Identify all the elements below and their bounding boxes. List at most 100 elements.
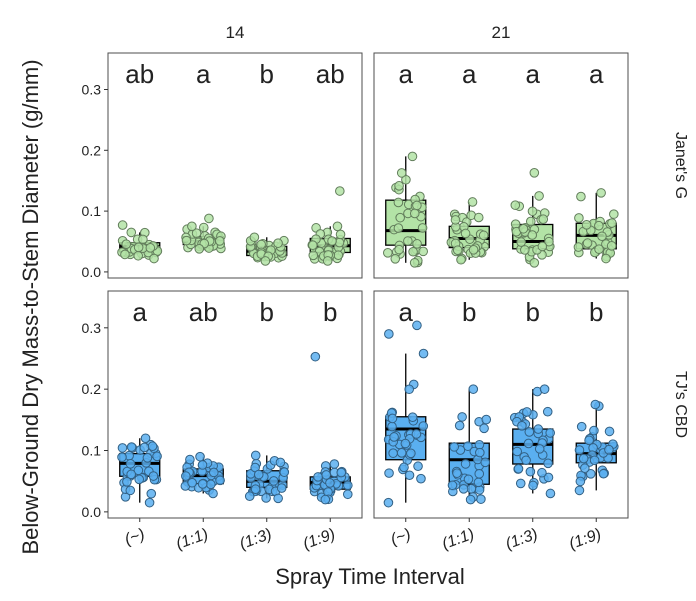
y-axis-label: Below-Ground Dry Mass-to-Stem Diameter (… [18, 59, 43, 554]
data-point [574, 213, 584, 223]
data-point [260, 256, 271, 266]
data-point [335, 186, 345, 196]
data-point [528, 480, 538, 491]
data-point [574, 445, 585, 455]
data-point [465, 494, 476, 505]
significance-letter: ab [189, 297, 218, 327]
data-point [529, 167, 540, 178]
data-point [336, 467, 347, 478]
data-point [384, 329, 394, 339]
data-point [343, 480, 353, 491]
data-point [478, 230, 489, 241]
data-point [450, 215, 461, 225]
data-point [198, 222, 209, 233]
data-point [308, 240, 318, 251]
data-point [187, 221, 197, 232]
data-point [590, 399, 601, 410]
data-point [250, 484, 261, 494]
data-point [276, 483, 287, 493]
data-point [480, 457, 491, 468]
data-point [539, 384, 550, 394]
data-point [543, 472, 554, 483]
data-point [134, 474, 144, 485]
data-point [474, 469, 485, 479]
facet-row-label: Janet's G [672, 132, 689, 199]
significance-letter: b [323, 297, 337, 327]
data-point [185, 454, 195, 465]
data-point [468, 384, 479, 394]
x-tick-label: (1:3) [237, 526, 274, 553]
y-tick-label: 0.0 [82, 264, 102, 280]
data-point [268, 476, 279, 486]
y-tick-label: 0.2 [82, 381, 102, 397]
data-point [447, 480, 458, 491]
data-point [253, 469, 264, 480]
panel: 0.0 0.1 0.2 0.3 (~) (1:1) (1:3) (1:9) a ab b b [82, 290, 363, 553]
data-point [390, 253, 401, 264]
y-tick-label: 0.0 [82, 504, 102, 520]
data-point [120, 249, 130, 260]
significance-letter: a [399, 59, 414, 89]
data-point [409, 208, 420, 219]
data-point [383, 248, 393, 258]
data-point [387, 421, 397, 432]
data-point [117, 220, 128, 230]
data-point [122, 477, 132, 487]
data-point [126, 227, 137, 238]
data-point [578, 453, 589, 464]
data-point [417, 223, 428, 233]
data-point [208, 488, 218, 499]
data-point [140, 433, 151, 444]
data-point [513, 463, 524, 474]
data-point [342, 489, 353, 500]
data-point [467, 197, 478, 207]
data-point [206, 479, 216, 490]
x-tick-label: (~) [389, 526, 414, 549]
data-point [133, 242, 144, 253]
facet-col-label: 21 [492, 23, 511, 42]
data-point [520, 245, 530, 255]
y-tick-label: 0.1 [82, 203, 102, 219]
data-point [412, 239, 422, 249]
data-point [538, 214, 549, 225]
data-point [308, 250, 319, 261]
facet-row-label-group: Janet's G [672, 132, 689, 199]
data-point [473, 477, 484, 488]
data-point [138, 234, 148, 245]
x-axis-label: Spray Time Interval [275, 564, 465, 589]
data-point [529, 257, 540, 268]
data-point [418, 246, 428, 257]
data-point [146, 488, 157, 499]
data-point [418, 421, 429, 431]
data-point [396, 168, 407, 178]
significance-letter: a [462, 59, 477, 89]
data-point [389, 432, 399, 442]
data-point [393, 223, 404, 233]
data-point [601, 253, 611, 264]
data-point [204, 213, 214, 224]
panel: (~) (1:1) (1:3) (1:9) a b b b [373, 290, 629, 553]
data-point [250, 450, 261, 461]
data-point [117, 452, 127, 462]
data-point [335, 229, 346, 240]
data-point [456, 254, 466, 265]
significance-letter: b [462, 297, 476, 327]
data-point [406, 448, 416, 459]
data-point [589, 425, 599, 436]
data-point [149, 253, 159, 264]
facet-col-label: 14 [226, 23, 245, 42]
data-point [121, 239, 132, 250]
data-point [575, 476, 586, 487]
data-point [452, 468, 462, 478]
data-point [523, 438, 534, 449]
data-point [126, 442, 137, 452]
data-point [191, 228, 202, 239]
data-point [537, 241, 548, 252]
data-point [525, 466, 536, 477]
data-point [388, 448, 398, 458]
x-tick-label: (1:3) [503, 526, 540, 553]
data-point [139, 442, 150, 453]
data-point [476, 494, 486, 504]
data-point [416, 473, 426, 484]
data-point [142, 453, 153, 463]
